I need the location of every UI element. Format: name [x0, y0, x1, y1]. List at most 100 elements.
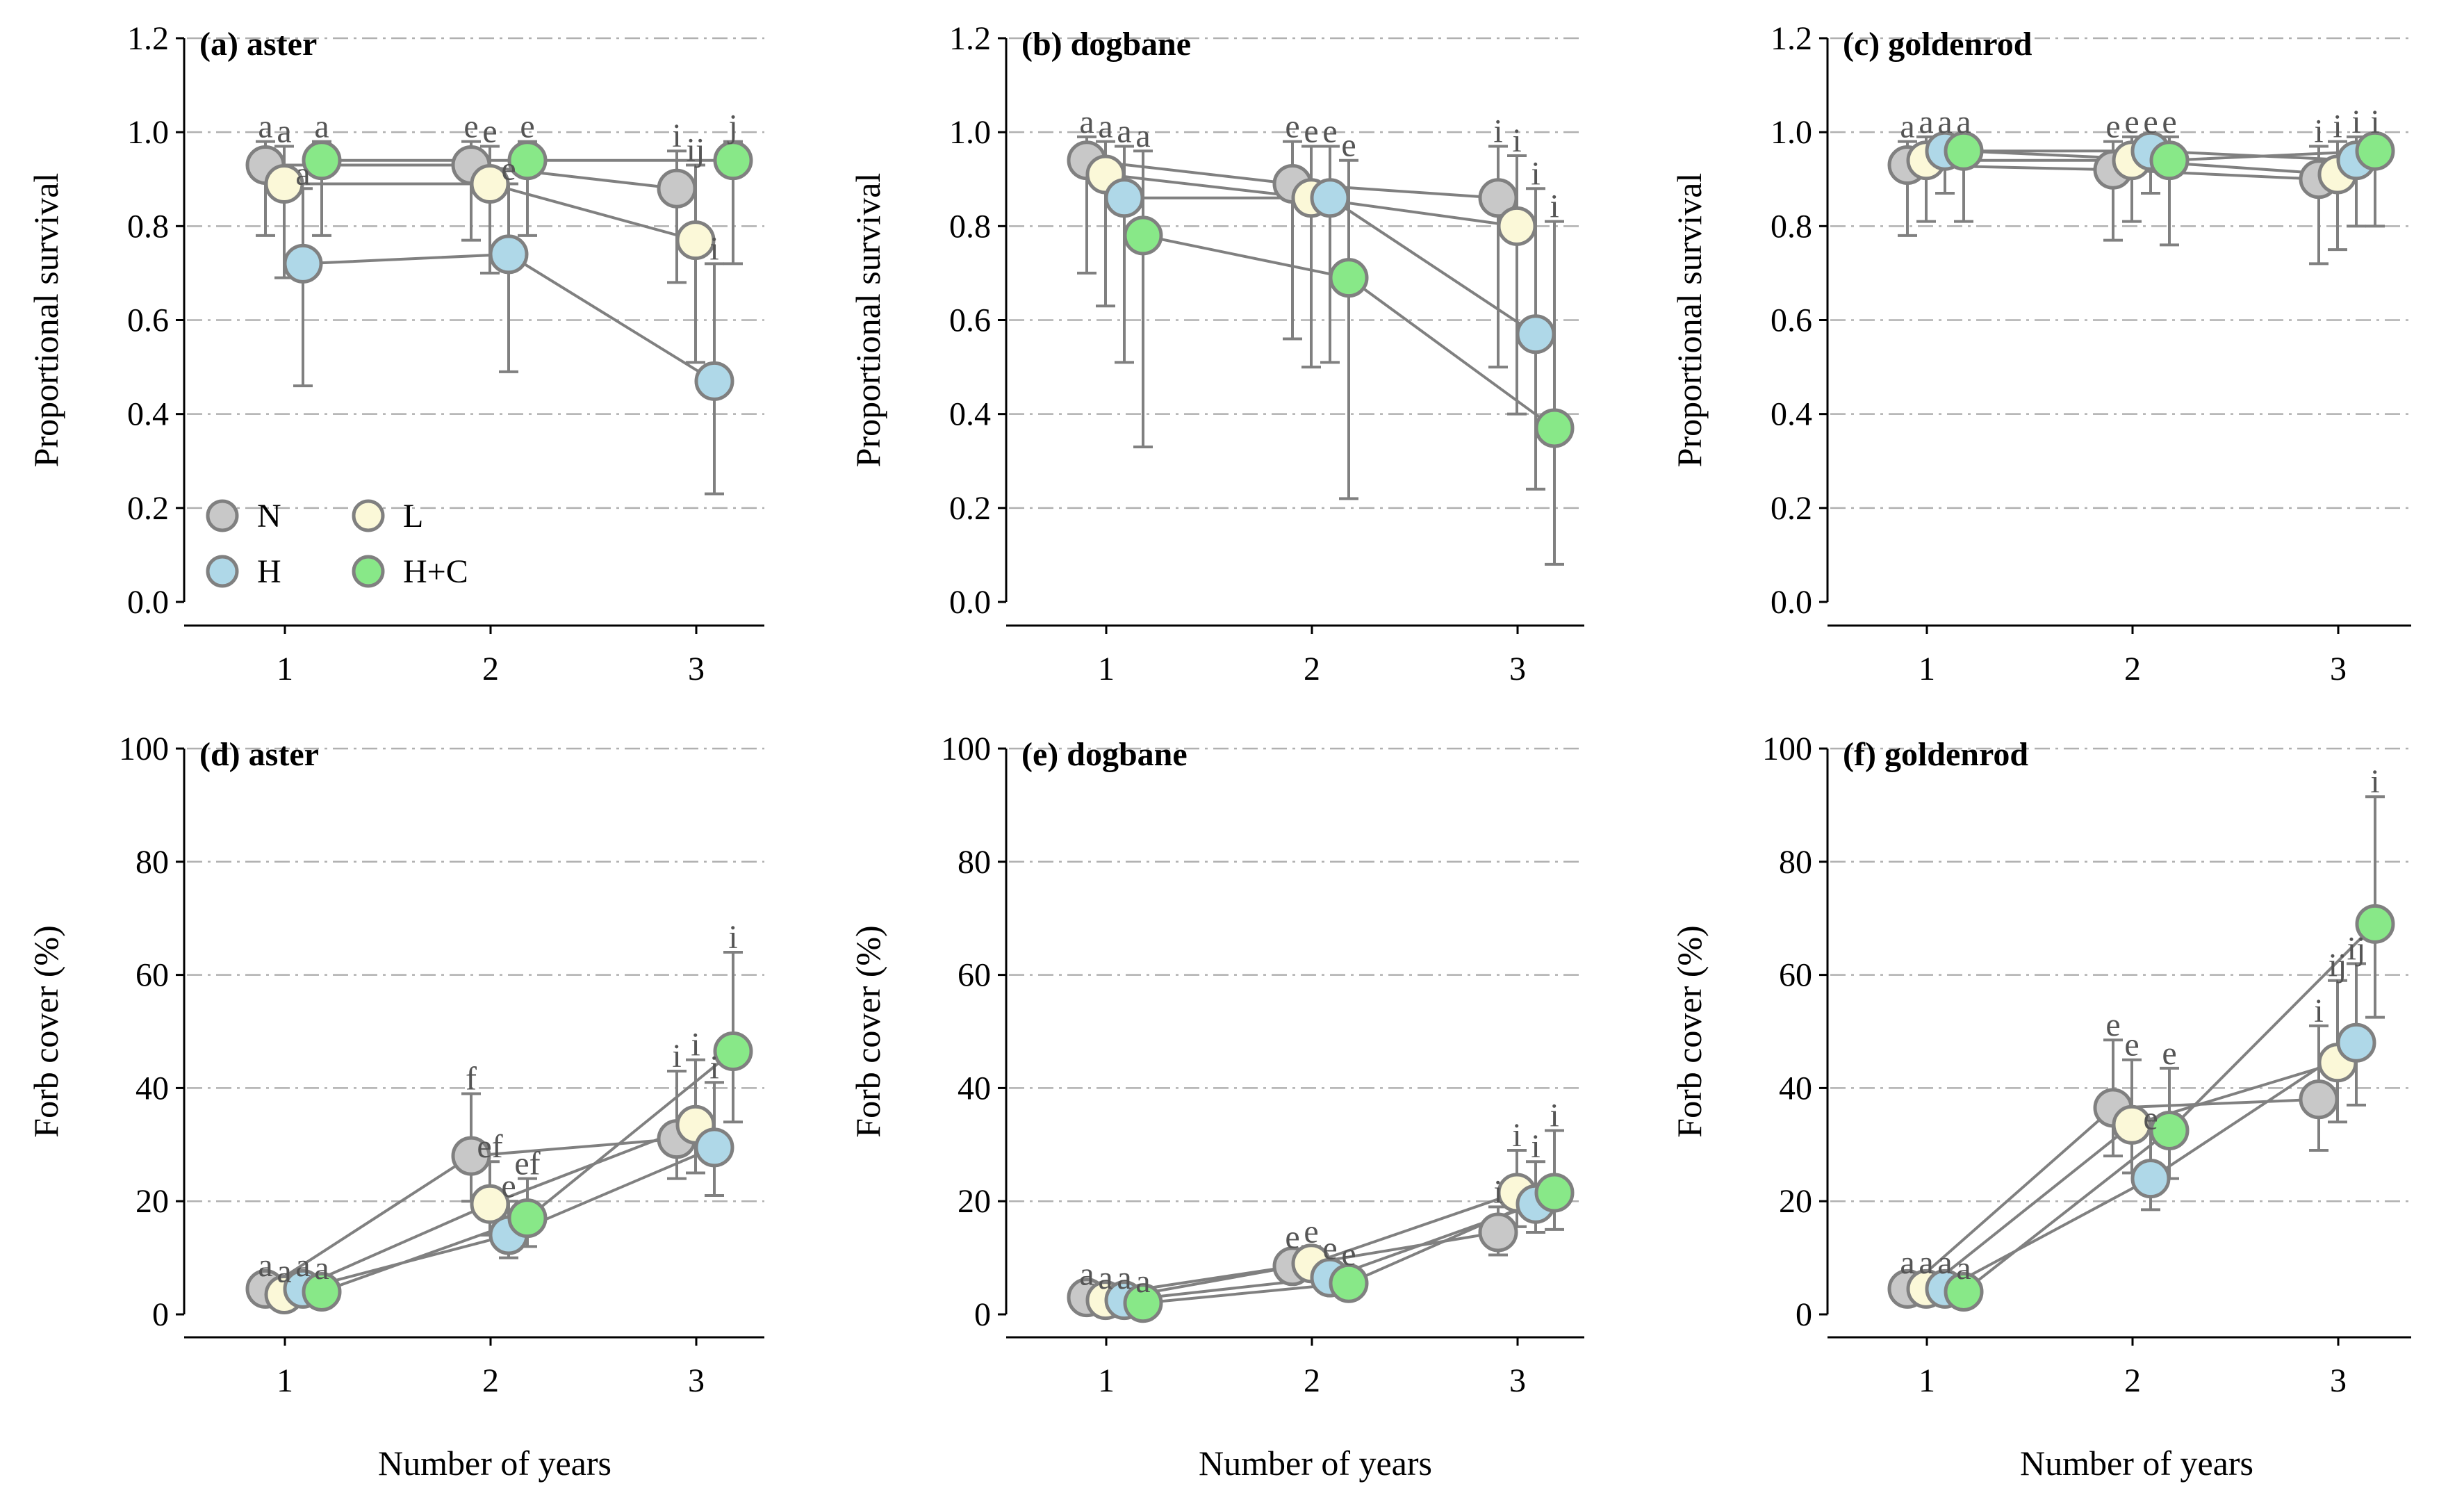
significance-letter: i — [2370, 104, 2379, 140]
legend-label-N: N — [257, 498, 281, 535]
significance-letter: a — [277, 113, 291, 149]
panel-title: (e) dogbane — [1021, 736, 1188, 773]
significance-letter: e — [501, 1168, 516, 1205]
legend-label-HC: H+C — [403, 553, 468, 590]
x-tick-label: 3 — [688, 651, 705, 687]
significance-letter: a — [295, 1247, 310, 1284]
data-point-L — [264, 164, 304, 204]
legend-label-H: H — [257, 553, 281, 590]
y-tick-label: 100 — [1762, 731, 1812, 767]
x-axis-label: Number of years — [378, 1444, 611, 1483]
significance-letter: a — [1135, 117, 1150, 154]
significance-letter: i — [2314, 993, 2323, 1029]
significance-letter: a — [1117, 1259, 1131, 1296]
panel-title: (d) aster — [199, 736, 319, 773]
x-tick-label: 1 — [1098, 1362, 1115, 1399]
y-tick-label: 0.4 — [1771, 396, 1812, 433]
significance-letter: a — [1079, 1255, 1094, 1292]
data-point-H+C — [2355, 131, 2395, 171]
data-point-N — [2299, 1079, 2339, 1120]
legend-marker-HC — [352, 555, 385, 588]
significance-letter: i — [1550, 188, 1559, 225]
significance-letter: ij — [2347, 930, 2366, 967]
y-tick-label: 0 — [1796, 1296, 1812, 1333]
panel-title: (a) aster — [199, 26, 317, 63]
y-tick-label: 0.0 — [949, 584, 991, 621]
significance-letter: e — [2105, 108, 2120, 145]
y-tick-label: 60 — [1779, 957, 1812, 994]
significance-letter: e — [1304, 113, 1318, 149]
data-point-H — [1310, 178, 1350, 218]
significance-letter: a — [1956, 104, 1971, 140]
data-point-H+C — [2149, 140, 2190, 181]
y-tick-label: 0.4 — [949, 396, 991, 433]
significance-letter: e — [2124, 1027, 2139, 1063]
significance-letter: e — [501, 151, 516, 188]
significance-letter: ij — [2329, 947, 2347, 984]
y-axis-label: Forb cover (%) — [1670, 925, 1709, 1137]
data-point-H+C — [1329, 1263, 1369, 1303]
significance-letter: a — [1098, 1259, 1112, 1296]
significance-letter: i — [2351, 104, 2360, 140]
significance-letter: e — [1285, 1218, 1299, 1255]
y-tick-label: 0.2 — [127, 490, 169, 527]
data-point-H — [694, 1127, 734, 1168]
significance-letter: e — [1285, 108, 1299, 145]
y-tick-label: 80 — [135, 844, 169, 881]
x-tick-label: 2 — [2124, 651, 2141, 687]
significance-letter: e — [2162, 1035, 2176, 1072]
data-point-H+C — [302, 1271, 342, 1312]
y-tick-label: 0 — [974, 1296, 991, 1333]
y-tick-label: 20 — [135, 1183, 169, 1220]
data-point-N — [451, 1136, 491, 1176]
significance-letter: e — [2143, 104, 2158, 140]
panel-f-goldenrod-cover: 0 20 40 60 80 100 1 2 3 Forb cover (%) (f) goldenr… — [1670, 731, 2411, 1399]
y-tick-label: 1.2 — [949, 20, 991, 57]
data-point-H — [2130, 1159, 2171, 1199]
significance-letter: a — [314, 1250, 329, 1287]
data-point-L — [470, 164, 510, 204]
x-tick-label: 1 — [1919, 651, 1935, 687]
y-axis-label: Proportional survival — [848, 173, 887, 468]
y-tick-label: 0.0 — [1771, 584, 1812, 621]
significance-letter: a — [258, 1247, 272, 1284]
x-tick-label: 3 — [1509, 651, 1526, 687]
legend-marker-H — [206, 555, 239, 588]
significance-letter: ef — [514, 1145, 540, 1182]
significance-letter: ij — [687, 131, 705, 168]
data-point-H+C — [1534, 1173, 1575, 1213]
data-point-N — [1478, 178, 1518, 218]
y-tick-label: 0 — [152, 1296, 169, 1333]
panel-e-dogbane-cover: 0 20 40 60 80 100 1 2 3 Forb cover (%) (e) dogbane… — [848, 731, 1584, 1399]
y-tick-label: 0.2 — [949, 490, 991, 527]
data-point-N — [657, 168, 697, 209]
significance-letter: a — [314, 108, 329, 145]
data-point-H+C — [2149, 1110, 2190, 1150]
significance-letter: i — [1531, 155, 1540, 192]
x-tick-label: 2 — [1304, 1362, 1320, 1399]
panel-c-goldenrod-survival: 0.0 0.2 0.4 0.6 0.8 1.0 1.2 1 2 3 Proportional sur… — [1670, 20, 2411, 687]
y-tick-label: 0.0 — [127, 584, 169, 621]
panel-b-dogbane-survival: 0.0 0.2 0.4 0.6 0.8 1.0 1.2 1 2 3 Proportional sur… — [848, 20, 1584, 687]
significance-letter: a — [1079, 104, 1094, 140]
data-point-H+C — [2355, 904, 2395, 944]
significance-letter: i — [728, 919, 737, 956]
significance-letter: e — [1341, 1236, 1356, 1273]
data-point-H — [1104, 178, 1144, 218]
y-tick-label: 100 — [119, 731, 169, 767]
x-tick-label: 3 — [2330, 1362, 2347, 1399]
legend-marker-L — [352, 499, 385, 532]
y-tick-label: 1.2 — [1771, 20, 1812, 57]
y-tick-label: 1.0 — [127, 114, 169, 151]
significance-letter: i — [1550, 1097, 1559, 1134]
y-tick-label: 0.8 — [1771, 208, 1812, 245]
significance-letter: a — [295, 155, 310, 192]
data-point-H — [1516, 314, 1556, 354]
data-point-L — [470, 1184, 510, 1224]
data-point-H — [694, 361, 734, 401]
significance-letter: a — [1919, 104, 1933, 140]
y-tick-label: 0.6 — [1771, 302, 1812, 339]
y-tick-label: 80 — [1779, 844, 1812, 881]
significance-letter: i — [672, 1038, 681, 1075]
significance-letter: i — [2333, 108, 2342, 145]
